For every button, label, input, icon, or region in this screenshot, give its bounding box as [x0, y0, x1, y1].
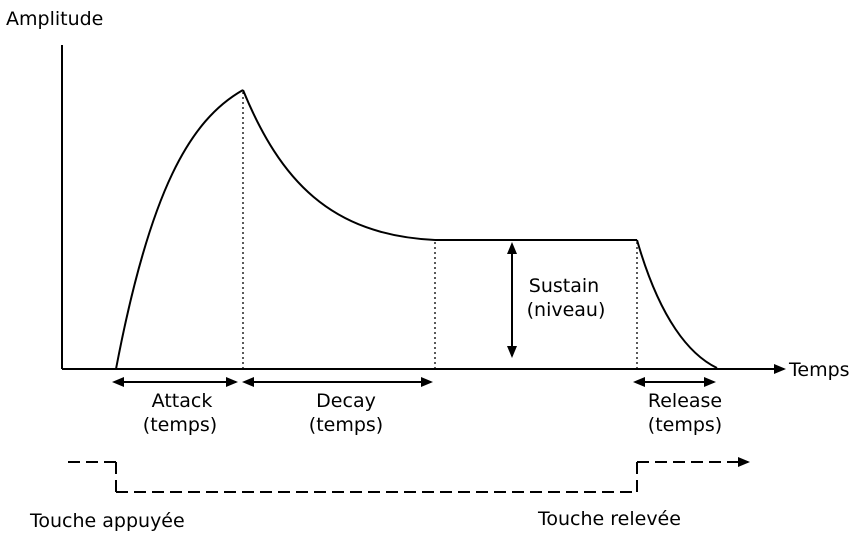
attack-curve [115, 89, 244, 370]
decay-label: Decay [316, 390, 376, 412]
x-axis-label: Temps [788, 359, 850, 381]
sustain-label: Sustain [529, 275, 599, 297]
release-curve [636, 239, 718, 369]
decay-sub-label: (temps) [309, 414, 383, 436]
key-pressed-label: Touche appuyée [29, 510, 185, 532]
sustain-sub-label: (niveau) [527, 299, 606, 321]
key-released-label: Touche relevée [537, 508, 681, 530]
release-label: Release [648, 390, 722, 412]
y-axis-label: Amplitude [6, 8, 103, 30]
release-sub-label: (temps) [648, 414, 722, 436]
decay-curve [242, 89, 436, 241]
attack-sub-label: (temps) [143, 414, 217, 436]
attack-label: Attack [152, 390, 213, 412]
